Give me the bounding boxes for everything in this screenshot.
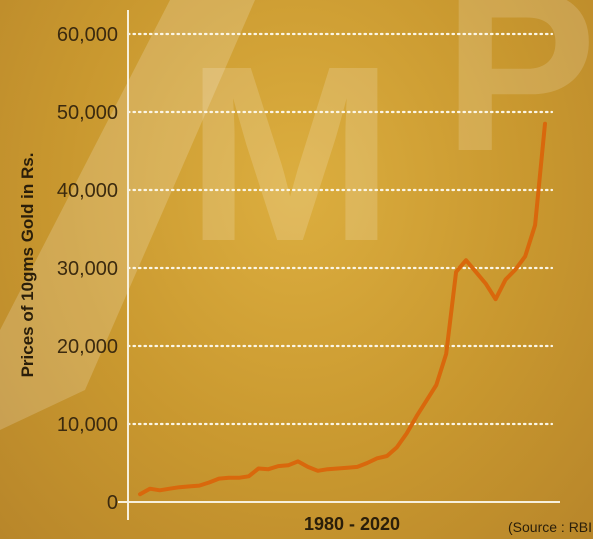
y-tick-label: 50,000	[57, 102, 118, 124]
y-tick-label: 60,000	[57, 24, 118, 46]
y-axis-title: Prices of 10gms Gold in Rs.	[18, 153, 37, 378]
source-note: (Source : RBI	[508, 519, 592, 535]
watermark-letter-m: M	[186, 14, 394, 293]
y-tick-label: 20,000	[57, 336, 118, 358]
y-tick-label: 30,000	[57, 258, 118, 280]
gridlines	[126, 32, 554, 426]
gold-price-line	[138, 121, 547, 497]
y-tick-label: 10,000	[57, 414, 118, 436]
x-axis-title: 1980 - 2020	[304, 514, 400, 534]
y-tick-labels: 0 10,000 20,000 30,000 40,000 50,000 60,000	[57, 24, 118, 514]
y-tick-label: 0	[107, 492, 118, 514]
y-tick-label: 40,000	[57, 180, 118, 202]
